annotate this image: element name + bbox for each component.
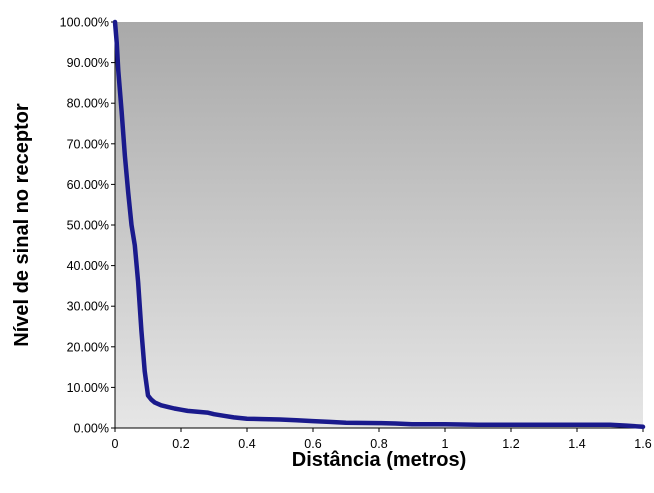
y-tick-label: 10.00% bbox=[67, 381, 109, 395]
y-tick-label: 100.00% bbox=[60, 16, 109, 30]
y-tick-label: 90.00% bbox=[67, 56, 109, 70]
y-tick-label: 30.00% bbox=[67, 300, 109, 314]
y-tick-label: 20.00% bbox=[67, 340, 109, 354]
y-tick-label: 70.00% bbox=[67, 137, 109, 151]
x-tick-label: 0.6 bbox=[304, 437, 321, 451]
plot-area bbox=[115, 22, 643, 428]
x-axis-title: Distância (metros) bbox=[292, 449, 467, 471]
y-tick-label: 60.00% bbox=[67, 178, 109, 192]
x-axis: 0 0.2 0.4 0.6 0.8 1 1.2 1.4 1.6 bbox=[112, 427, 652, 451]
x-tick-label: 0.8 bbox=[370, 437, 387, 451]
series-line bbox=[112, 19, 646, 430]
y-tick-label: 50.00% bbox=[67, 219, 109, 233]
x-tick-label: 1.2 bbox=[502, 437, 519, 451]
y-axis-title: Nível de sinal no receptor bbox=[11, 103, 33, 347]
y-tick-label: 0.00% bbox=[74, 422, 109, 436]
x-tick-label: 1 bbox=[442, 437, 449, 451]
y-tick-label: 80.00% bbox=[67, 97, 109, 111]
x-tick-label: 0.4 bbox=[238, 437, 255, 451]
x-tick-label: 1.6 bbox=[634, 437, 651, 451]
x-tick-label: 1.4 bbox=[568, 437, 585, 451]
x-tick-label: 0.2 bbox=[172, 437, 189, 451]
x-tick-label: 0 bbox=[112, 437, 119, 451]
y-tick-label: 40.00% bbox=[67, 259, 109, 273]
y-axis: 0.00% 10.00% 20.00% 30.00% 40.00% 50.00% 60.00… bbox=[60, 16, 116, 436]
